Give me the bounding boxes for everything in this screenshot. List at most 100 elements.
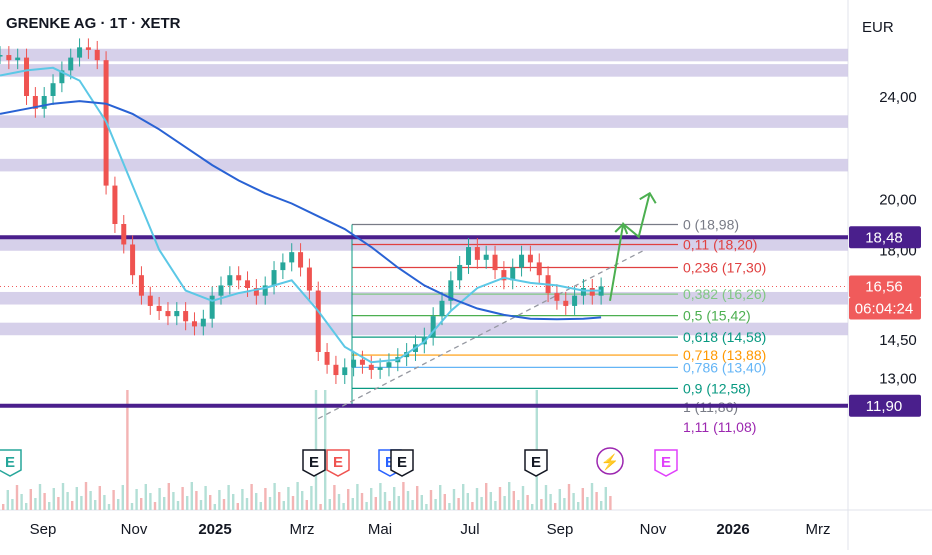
price-badge-label: 16,56 [865,278,903,295]
forecast-arrow [609,193,651,301]
volume-bar [512,491,515,510]
earnings-event-marker[interactable] [390,449,414,477]
volume-bar [48,502,51,510]
volume-bar [195,491,198,510]
volume-bar [38,484,42,510]
volume-bar [342,503,345,510]
x-tick-label: Nov [640,521,667,538]
candle-body [138,275,144,296]
volume-bar [590,483,594,510]
volume-bar [383,492,387,510]
volume-bar [540,499,543,510]
earnings-event-marker[interactable] [326,449,350,477]
volume-bar [209,495,212,510]
candle-body [156,305,162,312]
volume-bar [466,493,469,510]
volume-bar [6,490,9,510]
candle-body [121,224,127,245]
price-badge[interactable] [849,275,921,298]
candle-body [333,364,339,376]
volume-bar [112,490,115,510]
volume-bar [25,503,28,510]
candle-body [24,57,30,96]
candle-body [501,270,507,281]
fib-level-label: 0,718 (13,88) [683,347,766,363]
fib-level-label: 0,236 (17,30) [683,260,766,276]
sr-zone-band [0,158,848,172]
volume-bar [291,496,295,510]
volume-bar [503,496,506,510]
volume-bar [360,493,364,510]
volume-bar [61,483,65,510]
volume-bar [241,489,244,510]
earnings-event-marker[interactable] [0,449,22,477]
volume-bar [333,485,336,510]
volume-bar [107,504,111,510]
volume-bar [439,485,442,510]
volume-bar [567,484,571,510]
fib-level-label: 0,786 (13,40) [683,359,766,375]
candle-body [598,286,604,296]
volume-bar [130,503,134,510]
candle-body [271,270,277,286]
candle-body [580,288,586,296]
volume-bar [172,492,175,510]
volume-bar [245,498,249,510]
candle-body [386,362,392,368]
earnings-event-marker[interactable] [302,449,326,477]
x-tick-label: 2026 [716,521,749,538]
volume-bar [471,502,474,510]
candle-body [351,359,357,368]
volume-bar [305,500,308,510]
price-badge[interactable] [849,297,921,320]
candle-body [227,275,233,286]
volume-bar [554,503,557,510]
dividend-event-marker[interactable] [596,447,624,475]
currency-label[interactable]: EUR [862,19,894,36]
price-badge-label: 06:04:24 [855,300,913,317]
volume-bar [213,504,216,510]
volume-bar [411,500,414,510]
price-badge[interactable] [849,394,921,417]
moving-average-slow [0,100,602,321]
candle-body [77,47,83,58]
candle-body [430,316,436,337]
candle-body [298,252,304,268]
candle-body [174,311,180,317]
volume-bar [273,483,276,510]
volume-bar [429,490,433,510]
x-tick-label: Sep [30,521,57,538]
volume-bar [255,493,258,510]
volume-bar [20,494,23,510]
volume-bar [328,499,331,510]
volume-bar [153,502,157,510]
volume-bar [586,497,589,510]
candle-body [191,321,197,327]
fib-level-label: 0,9 (12,58) [683,380,751,396]
volume-bar [462,484,465,510]
candle-body [209,295,215,319]
x-tick-label: Sep [547,521,574,538]
earnings-event-marker[interactable] [524,449,548,477]
candle-body [68,57,74,71]
volume-bar [204,486,207,510]
volume-bar [448,503,451,510]
volume-bar [190,482,193,510]
volume-bar [544,485,548,510]
price-badge[interactable] [849,226,921,249]
candle-body [315,290,321,352]
x-tick-label: 2025 [198,521,231,538]
earnings-event-marker[interactable] [654,449,678,477]
candle-body [6,55,12,61]
fib-level-label: 0 (18,98) [683,217,739,233]
candle-body [377,367,383,370]
candle-body [554,293,560,301]
volume-bar [374,497,377,510]
price-badge-label: 18,48 [865,229,903,246]
event-marker-label: E [333,454,343,471]
candle-body [94,49,100,61]
volume-bar [34,498,37,510]
event-marker-label: E [309,454,319,471]
